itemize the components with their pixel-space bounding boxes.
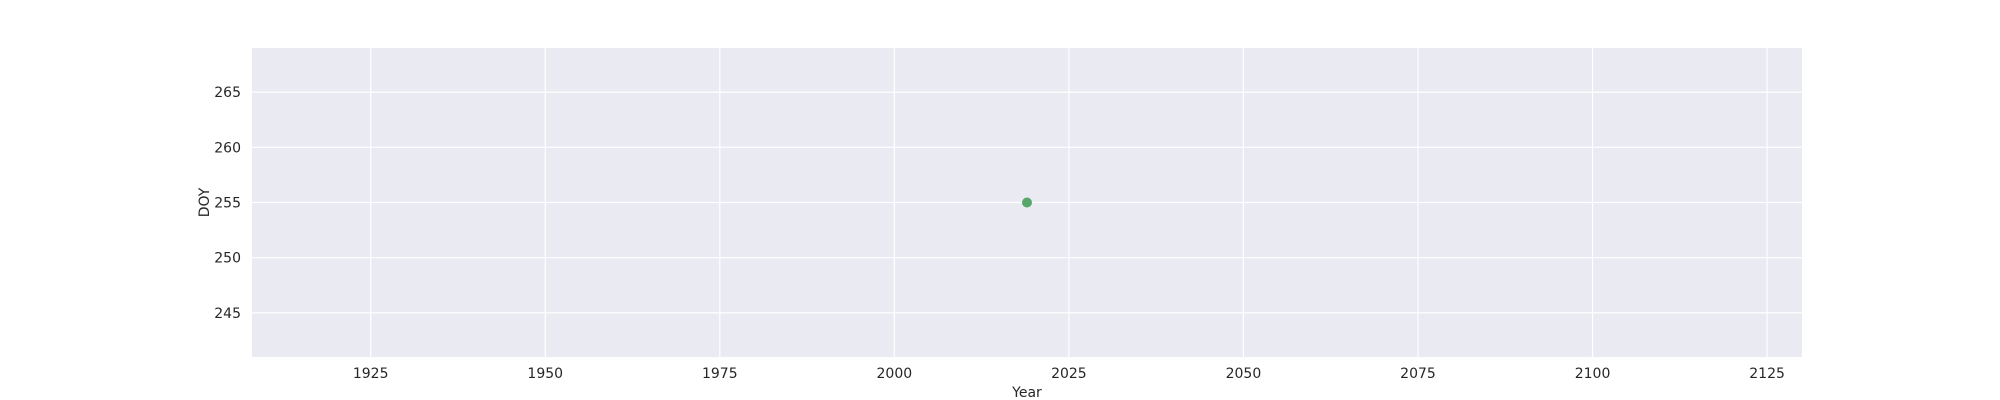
y-tick-label: 255 xyxy=(214,196,241,212)
x-tick-label: 2050 xyxy=(1226,366,1262,382)
data-point xyxy=(1022,197,1032,208)
x-tick-label: 2100 xyxy=(1575,366,1611,382)
x-axis-ticks: 1925 1950 1975 2000 2025 2050 2075 2100 2125 xyxy=(353,366,1785,382)
data-points xyxy=(1022,197,1032,208)
y-tick-label: 260 xyxy=(214,140,241,156)
x-axis-label: Year xyxy=(1011,385,1042,400)
x-tick-label: 2075 xyxy=(1400,366,1436,382)
x-tick-label: 2125 xyxy=(1749,366,1785,382)
x-tick-label: 1950 xyxy=(527,366,563,382)
x-tick-label: 2000 xyxy=(877,366,913,382)
grid-lines xyxy=(252,48,1802,357)
x-tick-label: 1925 xyxy=(353,366,389,382)
y-axis-label: DOY xyxy=(197,187,213,217)
y-tick-label: 265 xyxy=(214,85,241,101)
y-axis-ticks: 245 250 255 260 265 xyxy=(214,85,241,322)
x-tick-label: 2025 xyxy=(1051,366,1087,382)
y-tick-label: 250 xyxy=(214,251,241,267)
y-tick-label: 245 xyxy=(214,306,241,322)
x-tick-label: 1975 xyxy=(702,366,738,382)
